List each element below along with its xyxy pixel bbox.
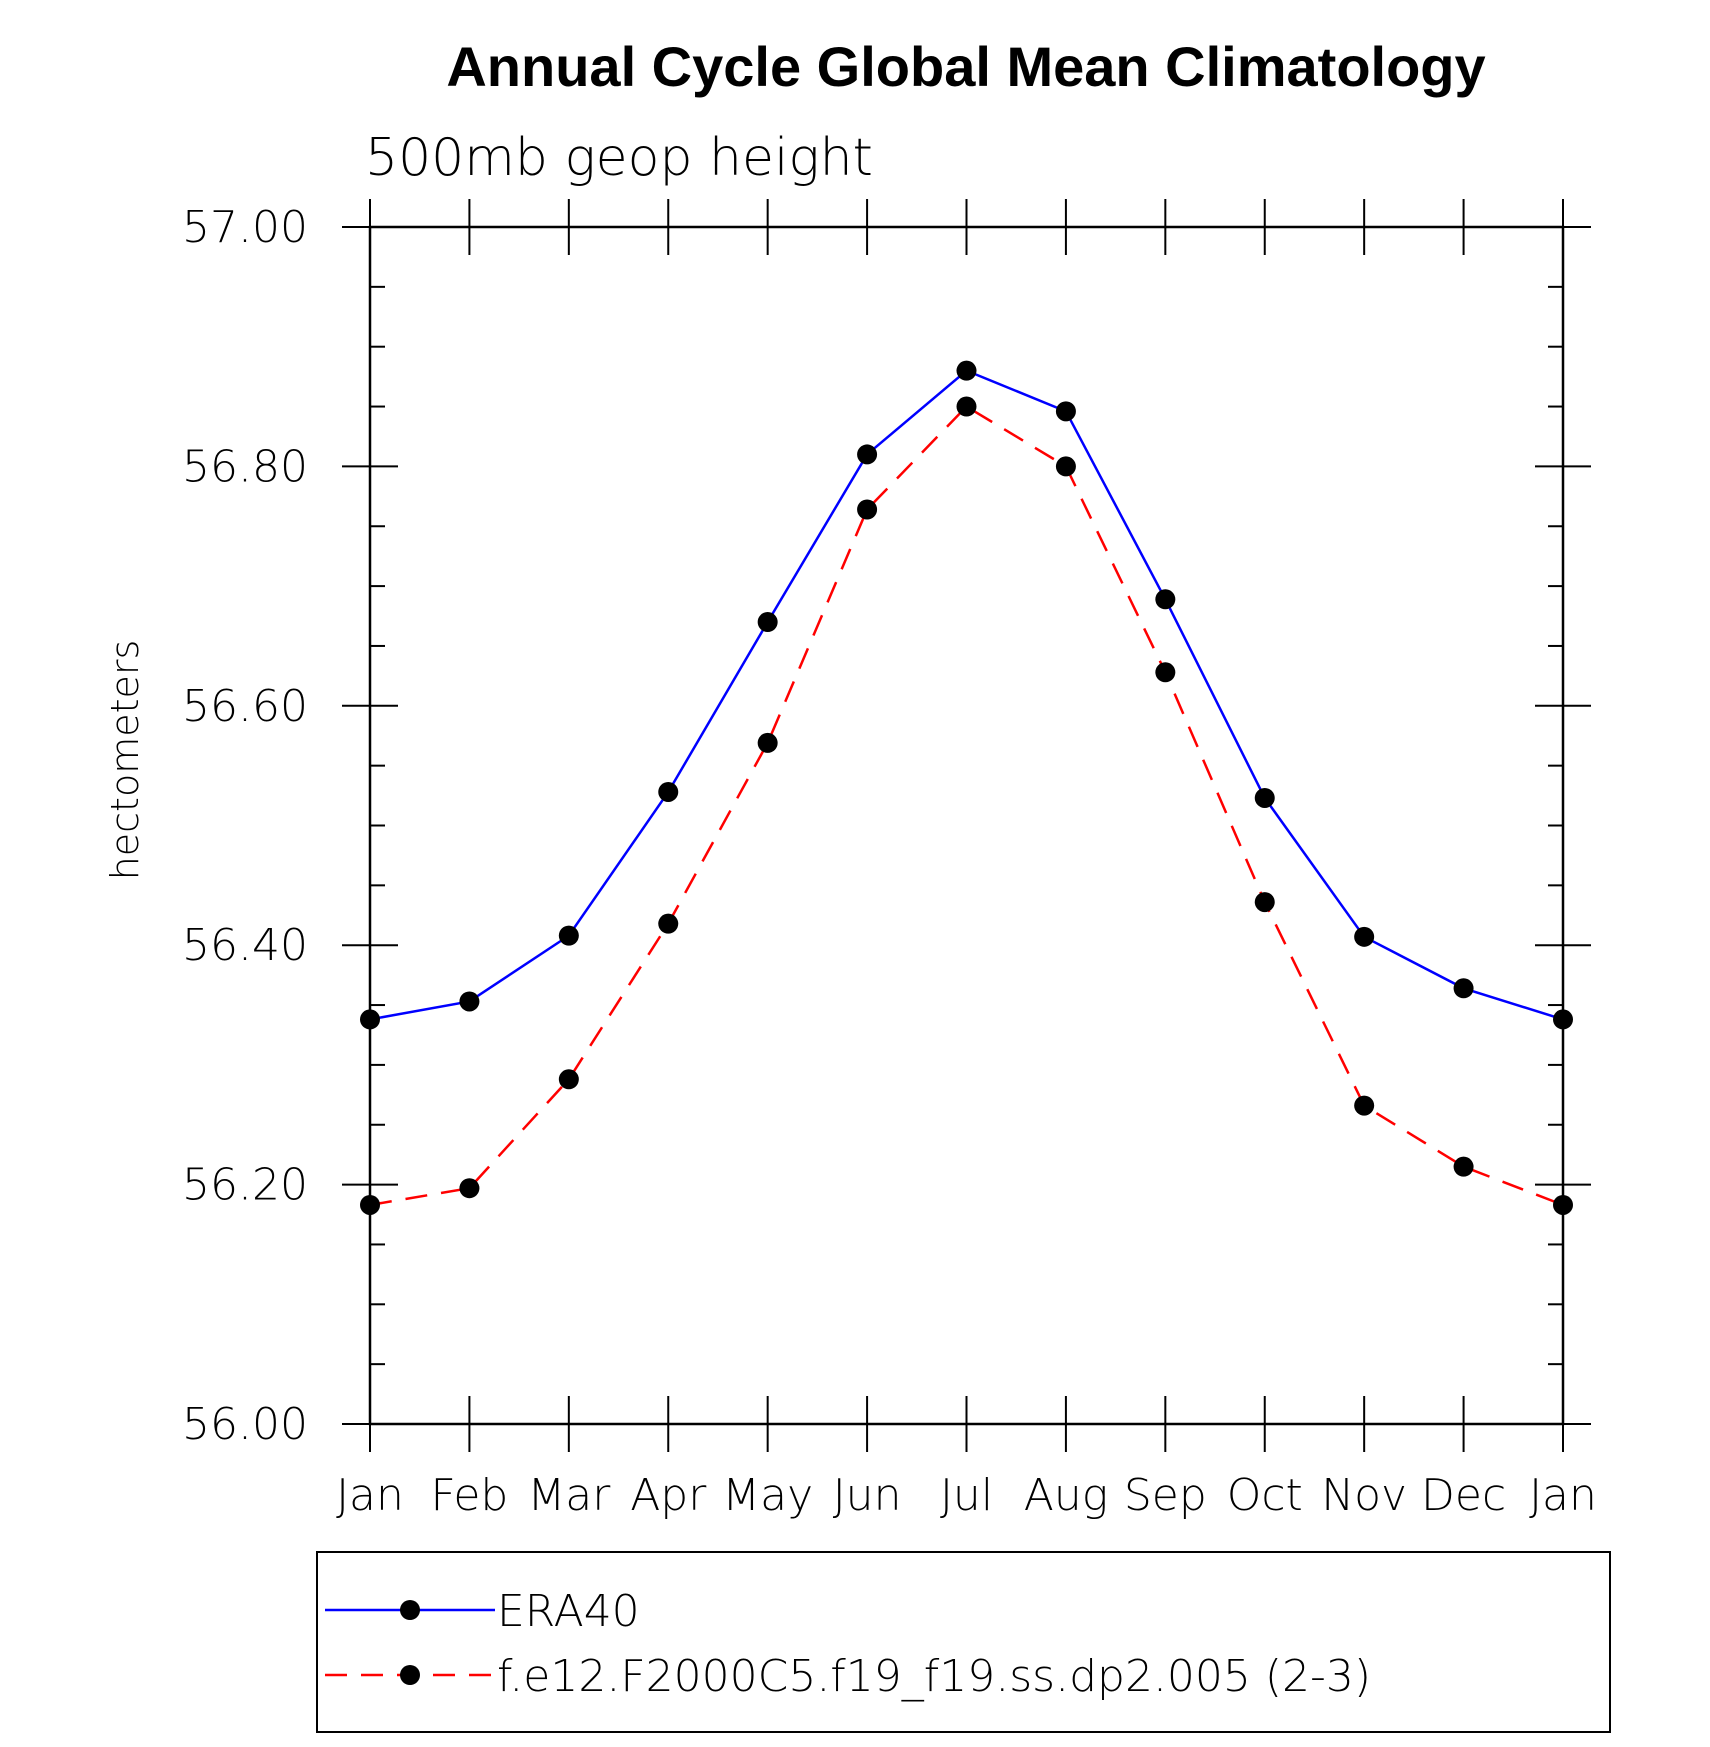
data-point <box>1354 1095 1375 1116</box>
chart-subtitle: 500mb geop height <box>365 128 873 188</box>
data-point <box>558 1069 579 1090</box>
data-point <box>1155 662 1176 683</box>
series-layer <box>360 360 1573 1215</box>
legend: ERA40 f.e12.F2000C5.f19_f19.ss.dp2.005 (2… <box>316 1551 1611 1733</box>
axis-ticks <box>342 199 1591 1452</box>
data-point <box>1055 456 1076 477</box>
series-line <box>369 404 1564 1207</box>
x-tick-label: Jan <box>336 1470 404 1521</box>
data-point <box>1155 589 1176 610</box>
x-tick-label: Jun <box>833 1470 902 1521</box>
y-tick-labels: 56.00 56.20 56.40 56.60 56.80 57.00 <box>182 202 308 1450</box>
data-point <box>1453 1156 1474 1177</box>
x-tick-labels: Jan Feb Mar Apr May Jun Jul Aug Sep Oct Nov Dec Jan <box>336 1470 1597 1521</box>
legend-label: f.e12.F2000C5.f19_f19.ss.dp2.005 (2-3) <box>497 1651 1371 1702</box>
y-tick-label: 56.80 <box>182 441 308 492</box>
x-tick-label: Nov <box>1321 1470 1407 1521</box>
data-point <box>658 913 679 934</box>
legend-marker <box>400 1665 420 1685</box>
series-line <box>369 369 1564 1021</box>
x-tick-label: May <box>722 1470 813 1521</box>
chart-title: Annual Cycle Global Mean Climatology <box>446 35 1485 98</box>
y-tick-label: 56.20 <box>182 1160 308 1211</box>
data-point <box>1453 978 1474 999</box>
series-2 <box>360 396 1573 1215</box>
x-tick-label: Aug <box>1024 1470 1108 1521</box>
data-point <box>1055 401 1076 422</box>
data-point <box>1553 1009 1573 1030</box>
x-tick-label: Mar <box>527 1470 611 1521</box>
y-tick-label: 56.40 <box>182 920 308 971</box>
x-tick-label: Jan <box>1529 1470 1597 1521</box>
data-point <box>1354 926 1375 947</box>
y-tick-label: 56.60 <box>182 681 308 732</box>
data-point <box>360 1009 380 1030</box>
data-point <box>857 444 878 465</box>
data-point <box>1254 892 1275 913</box>
legend-label: ERA40 <box>497 1586 640 1637</box>
series-1 <box>360 360 1573 1030</box>
data-point <box>1254 787 1275 808</box>
data-point <box>558 925 579 946</box>
data-point <box>360 1194 380 1215</box>
data-point <box>459 1178 480 1199</box>
data-point <box>956 396 977 417</box>
data-point <box>757 612 778 633</box>
y-axis-label: hectometers <box>103 640 147 881</box>
data-point <box>459 991 480 1012</box>
data-point <box>956 360 977 381</box>
legend-box <box>316 1551 1611 1733</box>
x-tick-label: Sep <box>1124 1470 1207 1521</box>
legend-marker <box>400 1600 420 1620</box>
x-tick-label: Dec <box>1421 1470 1506 1521</box>
x-tick-label: Oct <box>1227 1470 1303 1521</box>
y-tick-label: 57.00 <box>182 202 308 253</box>
x-tick-label: Feb <box>430 1470 508 1521</box>
x-tick-label: Apr <box>630 1470 707 1521</box>
legend-entries: ERA40 f.e12.F2000C5.f19_f19.ss.dp2.005 (2… <box>325 1586 1371 1702</box>
data-point <box>857 499 878 520</box>
data-point <box>658 781 679 802</box>
data-point <box>757 732 778 753</box>
y-tick-label: 56.00 <box>182 1399 308 1450</box>
data-point <box>1553 1194 1573 1215</box>
x-tick-label: Jul <box>940 1470 993 1521</box>
